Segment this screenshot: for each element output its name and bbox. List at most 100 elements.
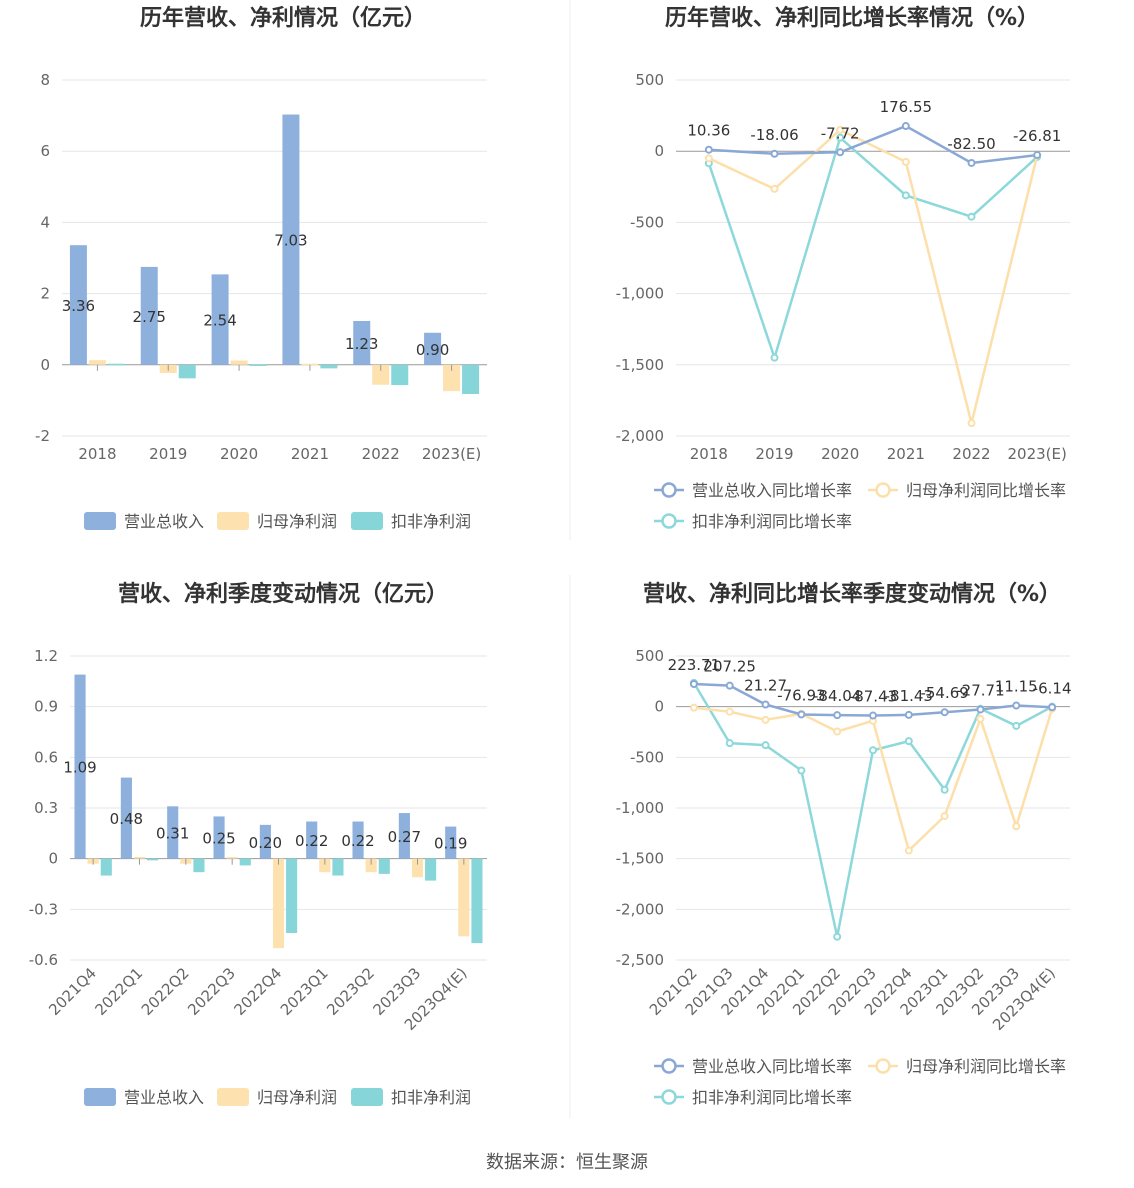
line-point [704, 154, 713, 163]
data-label: -18.06 [750, 126, 798, 144]
bar-revenue [353, 321, 371, 365]
bar-revenue [424, 332, 442, 365]
bar-parent-net-profit [443, 364, 461, 392]
line-point [833, 727, 842, 736]
line-point [967, 419, 976, 428]
legend-label: 扣非净利润 [391, 1088, 471, 1107]
bar-parent-net-profit [133, 856, 146, 859]
bar-revenue [306, 821, 318, 859]
legend-swatch [217, 1088, 249, 1106]
line-point [761, 715, 770, 724]
legend-swatch-marker [875, 1058, 891, 1074]
data-label: 21.27 [744, 677, 787, 695]
line-point [1012, 822, 1021, 831]
y-tick-label: -1,000 [616, 799, 664, 817]
x-tick-label: 2019 [755, 445, 793, 463]
y-tick-label: 500 [635, 647, 664, 665]
y-tick-label: 0.9 [34, 698, 58, 716]
bar-nonrecurring-net-profit [239, 858, 251, 866]
line-point [940, 785, 949, 794]
data-label: -82.50 [947, 135, 995, 153]
y-tick-label: -2 [35, 427, 50, 445]
bar-revenue [74, 674, 86, 859]
legend-swatch-marker [661, 1058, 677, 1074]
line-point [967, 158, 976, 167]
x-tick-label: 2018 [78, 445, 116, 463]
line-point [770, 353, 779, 362]
y-tick-label: -0.3 [29, 900, 58, 918]
line-point [869, 711, 877, 720]
bar-revenue [211, 274, 229, 365]
line-point [836, 133, 845, 142]
bar-nonrecurring-net-profit [178, 364, 196, 379]
bar-nonrecurring-net-profit [462, 364, 480, 394]
y-tick-label: 0.3 [34, 799, 58, 817]
y-tick-label: 0 [654, 142, 664, 160]
y-tick-label: 0 [654, 698, 664, 716]
line-parent-growth [693, 706, 1054, 853]
x-tick-label: 2020 [220, 445, 258, 463]
chart-annual-growth: 历年营收、净利同比增长率情况（%） 500 0 -500 -1,000 -1,500 -2,… [616, 5, 1070, 531]
bar-parent-net-profit [411, 858, 424, 878]
bar-revenue [69, 245, 87, 365]
x-tick-label: 2022Q4 [231, 964, 286, 1019]
line-point [1048, 703, 1057, 712]
y-tick-label: 1.2 [34, 647, 58, 665]
data-label: 0.20 [249, 834, 282, 852]
x-tick-label: 2023(E) [422, 445, 481, 463]
legend-label: 扣非净利润同比增长率 [692, 512, 852, 531]
legend-swatch [351, 512, 383, 530]
bar-parent-net-profit [226, 856, 238, 859]
data-label: 207.25 [703, 658, 756, 676]
data-label: 0.19 [434, 835, 467, 853]
x-tick-label: 2023Q1 [277, 964, 332, 1019]
chart-title: 历年营收、净利情况（亿元） [140, 5, 426, 31]
x-tick-label: 2021Q4 [45, 964, 100, 1019]
y-tick-label: -500 [630, 213, 664, 231]
data-label: -26.81 [1013, 127, 1061, 145]
y-tick-label: 0 [40, 356, 50, 374]
line-point [725, 739, 734, 748]
line-point [940, 812, 949, 821]
line-point [836, 125, 845, 134]
data-label: 176.55 [880, 98, 933, 116]
line-point [689, 703, 698, 712]
legend-swatch-marker [875, 482, 891, 498]
bar-nonrecurring-net-profit [147, 858, 159, 861]
data-label: 10.36 [687, 122, 730, 140]
x-tick-label: 2022Q2 [138, 964, 193, 1019]
line-point [940, 708, 949, 717]
line-point [869, 746, 877, 755]
legend-label: 营业总收入 [124, 1088, 204, 1107]
line-point [967, 212, 976, 221]
bar-nonrecurring-net-profit [391, 364, 409, 386]
legend-swatch [84, 1088, 116, 1106]
data-label: 2.54 [203, 312, 236, 330]
bar-revenue [259, 824, 271, 859]
y-tick-label: -2,000 [616, 427, 664, 445]
line-point [797, 766, 806, 775]
data-label: 0.31 [156, 824, 189, 842]
bar-revenue [120, 777, 132, 859]
data-source-footer: 数据来源：恒生聚源 [486, 1152, 648, 1173]
bar-nonrecurring-net-profit [249, 364, 267, 366]
data-label: -54.69 [920, 684, 968, 702]
x-tick-label: 2022 [362, 445, 400, 463]
data-label: 2.75 [133, 308, 166, 326]
bar-revenue [282, 114, 300, 365]
line-point [761, 700, 770, 709]
bar-nonrecurring-net-profit [425, 858, 437, 881]
chart-annual-amount: 历年营收、净利情况（亿元） 8 6 4 2 0 -2 2018 2019 2020 2021 2022… [35, 5, 487, 531]
line-point [901, 157, 910, 166]
chart-quarter-growth: 营收、净利同比增长率季度变动情况（%） 500 0 -500 -1,000 -1,500 -… [616, 581, 1072, 1107]
data-label: 3.36 [62, 297, 95, 315]
bar-nonrecurring-net-profit [107, 363, 125, 366]
data-label: 0.48 [110, 810, 143, 828]
data-label: -84.04 [813, 687, 861, 705]
y-tick-label: -1,500 [616, 850, 664, 868]
x-tick-label: 2018 [690, 445, 728, 463]
legend-label: 营业总收入 [124, 512, 204, 531]
bar-nonrecurring-net-profit [471, 858, 483, 944]
x-tick-label: 2023Q2 [323, 964, 378, 1019]
bar-parent-net-profit [301, 363, 319, 366]
